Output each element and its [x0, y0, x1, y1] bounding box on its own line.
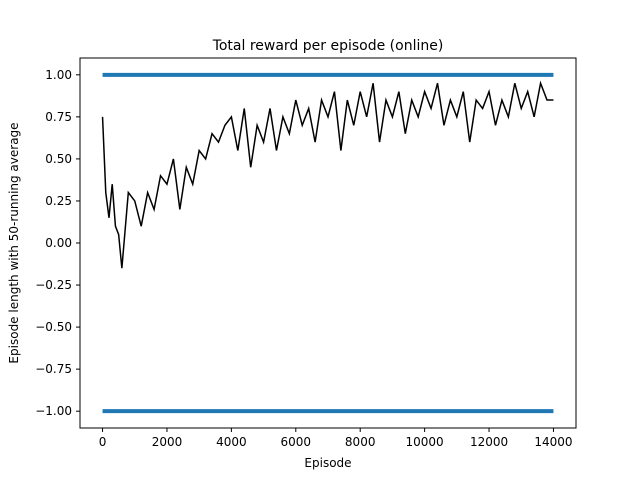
y-tick-label: 0.75: [45, 110, 72, 124]
x-tick-label: 2000: [152, 435, 183, 449]
running-average-line: [101, 80, 554, 269]
x-tick-label: 14000: [534, 435, 572, 449]
x-tick-label: 4000: [216, 435, 247, 449]
plot-area: [101, 72, 554, 414]
y-axis-label: Episode length with 50-running average: [7, 122, 21, 363]
x-tick-label: 12000: [470, 435, 508, 449]
y-tick-label: −0.25: [35, 278, 72, 292]
x-axis: 0 2000 4000 6000 8000 10000 12000 14000: [99, 428, 573, 449]
y-tick-label: −1.00: [35, 404, 72, 418]
y-tick-label: 0.00: [45, 236, 72, 250]
x-tick-label: 0: [99, 435, 107, 449]
axes-frame: [79, 57, 577, 429]
x-tick-label: 10000: [406, 435, 444, 449]
y-tick-label: 0.50: [45, 152, 72, 166]
x-tick-label: 8000: [345, 435, 376, 449]
y-tick-label: 1.00: [45, 68, 72, 82]
x-axis-label: Episode: [304, 456, 351, 470]
y-tick-label: −0.75: [35, 362, 72, 376]
chart-title: Total reward per episode (online): [212, 38, 444, 54]
y-tick-label: 0.25: [45, 194, 72, 208]
y-axis: −1.00 −0.75 −0.50 −0.25 0.00 0.25 0.50 0.75 1.00: [35, 68, 80, 418]
x-tick-label: 6000: [281, 435, 312, 449]
y-tick-label: −0.50: [35, 320, 72, 334]
